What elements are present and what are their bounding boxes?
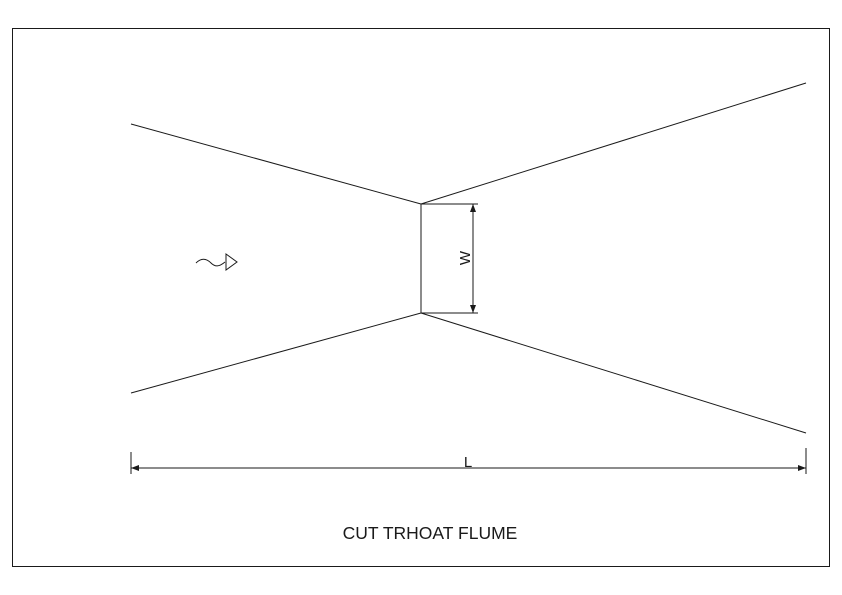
length-dimension: L — [130, 448, 807, 474]
wavy-arrow-icon — [195, 253, 238, 271]
outlet-lower-wall — [420, 312, 807, 434]
w-arrow-top-icon — [470, 204, 476, 212]
inlet-upper-wall — [130, 123, 422, 205]
throat-width-dimension: W — [421, 203, 478, 314]
l-arrow-left-icon — [131, 465, 139, 471]
w-arrow-bottom-icon — [470, 305, 476, 313]
w-dimension-label: W — [457, 250, 474, 265]
l-dimension-label: L — [464, 454, 472, 471]
l-arrow-right-icon — [798, 465, 806, 471]
drawing-title: CUT TRHOAT FLUME — [343, 523, 518, 543]
inlet-lower-wall — [130, 312, 422, 394]
outlet-upper-wall — [420, 82, 807, 205]
drawing-border — [12, 28, 830, 567]
